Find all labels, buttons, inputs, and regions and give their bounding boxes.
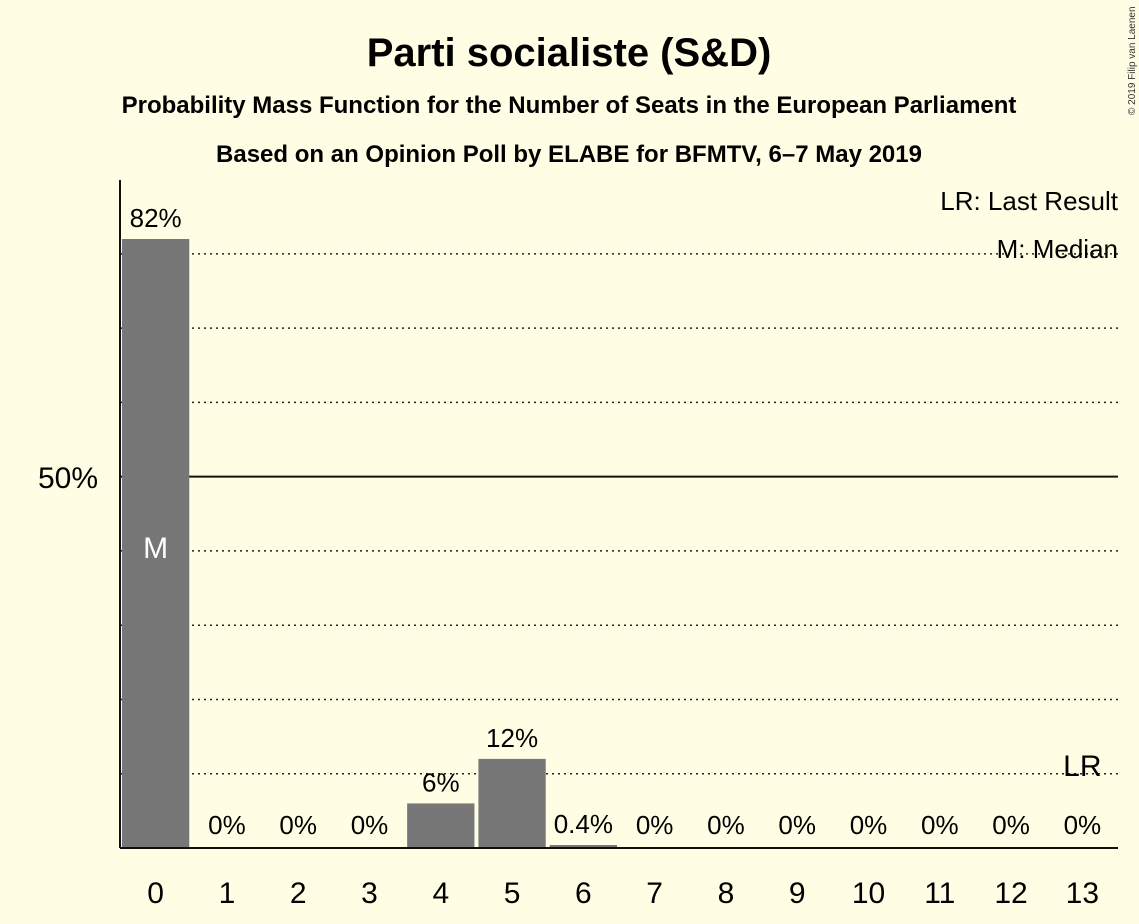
- bar-label-9: 0%: [778, 810, 816, 840]
- axes: [119, 180, 1118, 849]
- bar-label-12: 0%: [992, 810, 1030, 840]
- bar-labels: 82% 0% 0% 0% 6% 12% 0.4% 0% 0% 0% 0% 0% 0% 0% M LR: [130, 203, 1102, 840]
- x-tick-10: 10: [852, 877, 885, 910]
- chart-title: Parti socialiste (S&D): [367, 31, 772, 75]
- legend-last-result: LR: Last Result: [940, 186, 1119, 216]
- x-tick-6: 6: [575, 877, 592, 910]
- median-marker: M: [143, 532, 168, 565]
- bar-label-1: 0%: [208, 810, 246, 840]
- bar-label-0: 82%: [130, 203, 182, 233]
- bar-label-3: 0%: [351, 810, 389, 840]
- bar-0: [122, 239, 190, 848]
- x-tick-9: 9: [789, 877, 806, 910]
- x-tick-3: 3: [361, 877, 378, 910]
- bar-label-11: 0%: [921, 810, 959, 840]
- bar-label-7: 0%: [636, 810, 674, 840]
- x-tick-13: 13: [1066, 877, 1099, 910]
- bar-label-10: 0%: [850, 810, 888, 840]
- copyright-note: © 2019 Filip van Laenen: [1127, 6, 1138, 115]
- chart-subtitle-poll: Based on an Opinion Poll by ELABE for BF…: [216, 141, 922, 168]
- bar-label-13: 0%: [1064, 810, 1102, 840]
- bar-5: [478, 758, 546, 848]
- x-tick-0: 0: [147, 877, 164, 910]
- y-tick-label-50: 50%: [38, 462, 98, 495]
- bar-label-5: 12%: [486, 723, 538, 753]
- x-tick-11: 11: [924, 877, 955, 910]
- bar-label-2: 0%: [279, 810, 317, 840]
- x-tick-1: 1: [219, 877, 236, 910]
- chart-subtitle: Probability Mass Function for the Number…: [122, 92, 1017, 119]
- x-tick-12: 12: [994, 877, 1027, 910]
- x-tick-8: 8: [718, 877, 735, 910]
- legend-median: M: Median: [997, 234, 1118, 264]
- bars: [122, 239, 617, 848]
- bar-label-8: 0%: [707, 810, 745, 840]
- gridlines: [120, 253, 1118, 775]
- bar-label-4: 6%: [422, 767, 460, 797]
- bar-label-6: 0.4%: [554, 809, 613, 839]
- x-tick-2: 2: [290, 877, 307, 910]
- x-ticks: 0 1 2 3 4 5 6 7 8 9 10 11 12 13: [147, 877, 1099, 910]
- x-tick-5: 5: [504, 877, 521, 910]
- x-tick-4: 4: [432, 877, 449, 910]
- last-result-marker: LR: [1063, 750, 1101, 783]
- x-tick-7: 7: [646, 877, 663, 910]
- bar-6: [549, 845, 617, 848]
- bar-4: [407, 803, 475, 848]
